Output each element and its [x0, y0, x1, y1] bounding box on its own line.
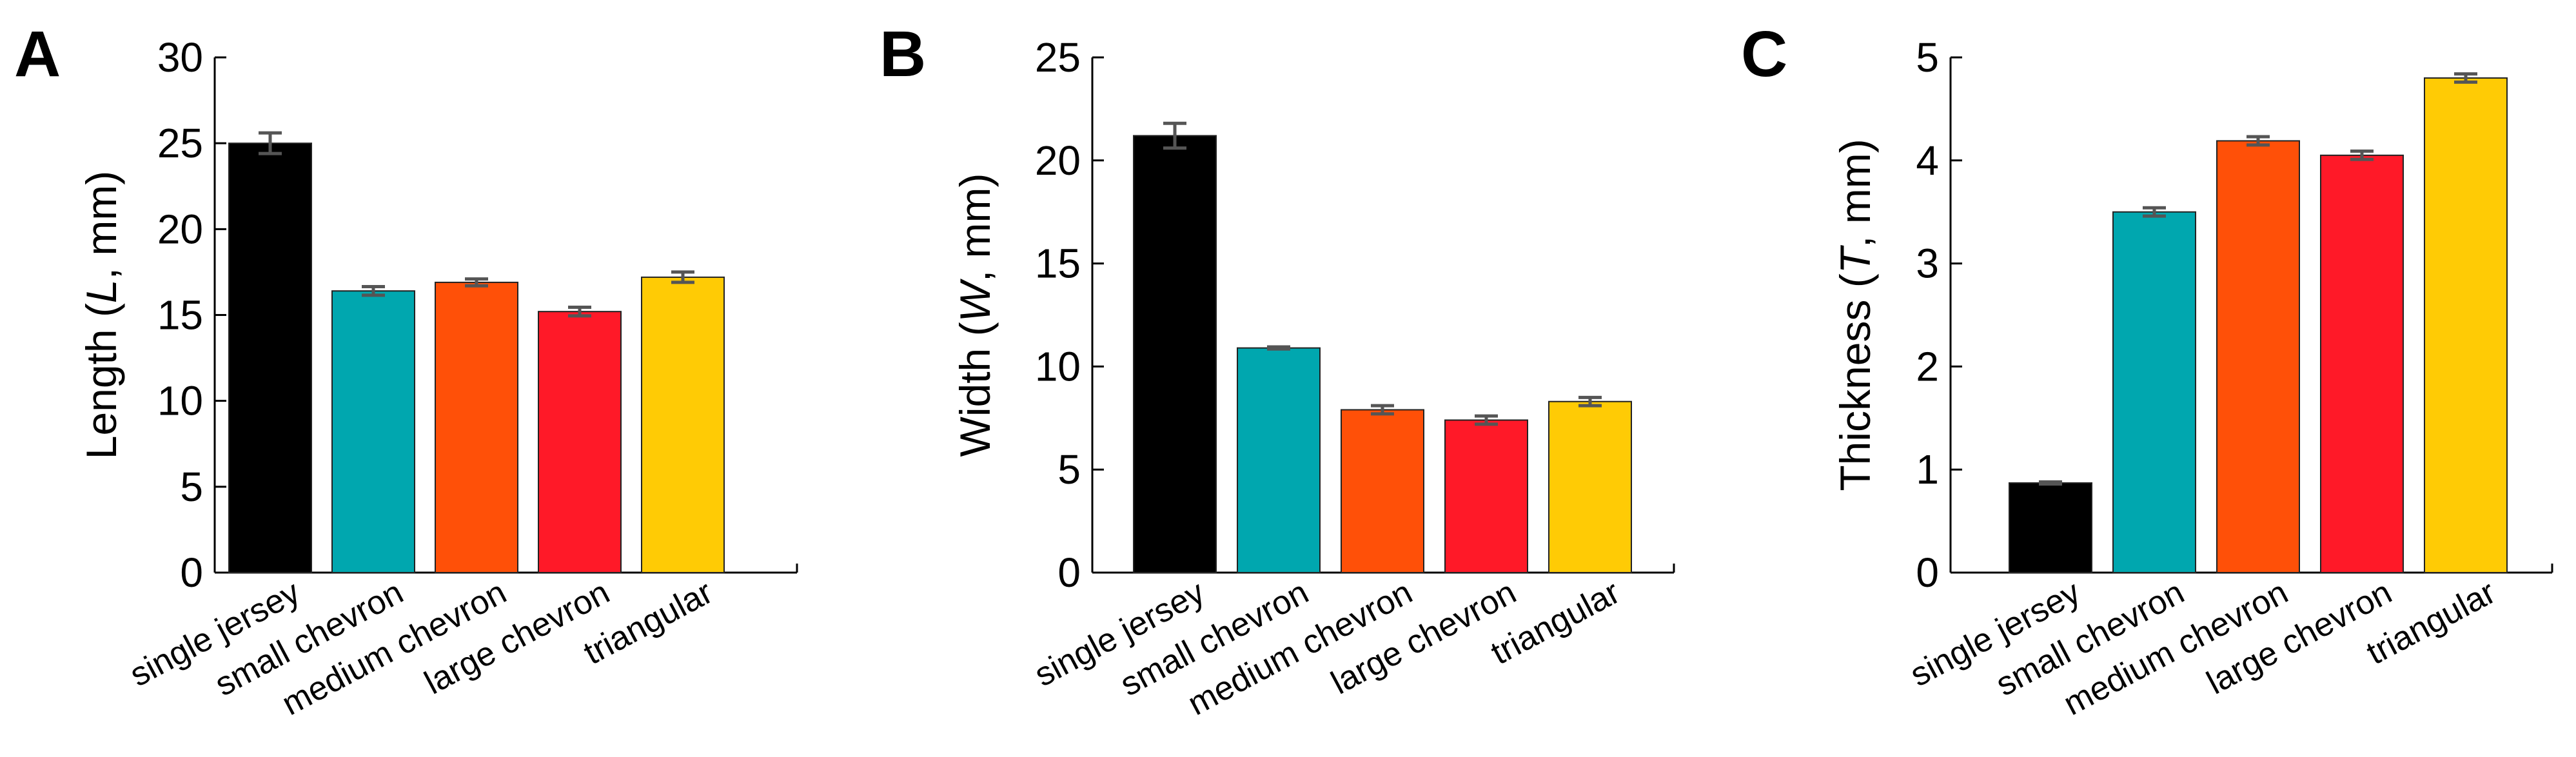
- y-tick-label: 0: [1916, 549, 1939, 596]
- bar-single-jersey: [2009, 482, 2092, 573]
- y-axis-title: Thickness (T, mm): [1831, 139, 1879, 491]
- y-tick-label: 0: [180, 549, 203, 596]
- y-tick-label: 30: [157, 34, 203, 81]
- y-axis-title: Width (W, mm): [951, 173, 999, 457]
- y-tick-label: 5: [1916, 34, 1939, 81]
- y-tick-label: 10: [1035, 343, 1081, 389]
- panel-letter: C: [1741, 18, 1787, 90]
- bar-triangular: [2424, 77, 2508, 573]
- bar-single-jersey: [1133, 135, 1217, 573]
- panel-letter: A: [14, 18, 61, 90]
- panel-letter: B: [880, 18, 926, 90]
- y-tick-label: 20: [1035, 137, 1081, 184]
- y-tick-label: 0: [1057, 549, 1081, 596]
- bar-medium-chevron: [435, 281, 518, 573]
- y-tick-label: 20: [157, 206, 203, 252]
- y-tick-label: 25: [157, 120, 203, 166]
- bar-triangular: [1548, 400, 1632, 573]
- bar-large-chevron: [1444, 419, 1528, 573]
- y-tick-label: 1: [1916, 446, 1939, 493]
- y-tick-label: 4: [1916, 137, 1939, 184]
- y-tick-label: 10: [157, 378, 203, 424]
- bar-small-chevron: [2112, 211, 2196, 573]
- y-tick-label: 5: [180, 464, 203, 510]
- bar-triangular: [641, 276, 725, 573]
- bar-medium-chevron: [2216, 140, 2300, 574]
- y-tick-label: 5: [1057, 446, 1081, 493]
- bar-small-chevron: [1237, 347, 1321, 573]
- y-axis-title: Length (L, mm): [77, 171, 125, 460]
- y-tick-label: 15: [1035, 241, 1081, 287]
- y-tick-label: 2: [1916, 343, 1939, 389]
- bar-large-chevron: [2320, 154, 2404, 573]
- y-tick-label: 3: [1916, 241, 1939, 287]
- y-tick-label: 25: [1035, 34, 1081, 81]
- bar-small-chevron: [331, 290, 415, 573]
- bar-single-jersey: [228, 143, 312, 573]
- bar-large-chevron: [538, 311, 622, 573]
- y-tick-label: 15: [157, 292, 203, 339]
- bar-medium-chevron: [1341, 409, 1424, 573]
